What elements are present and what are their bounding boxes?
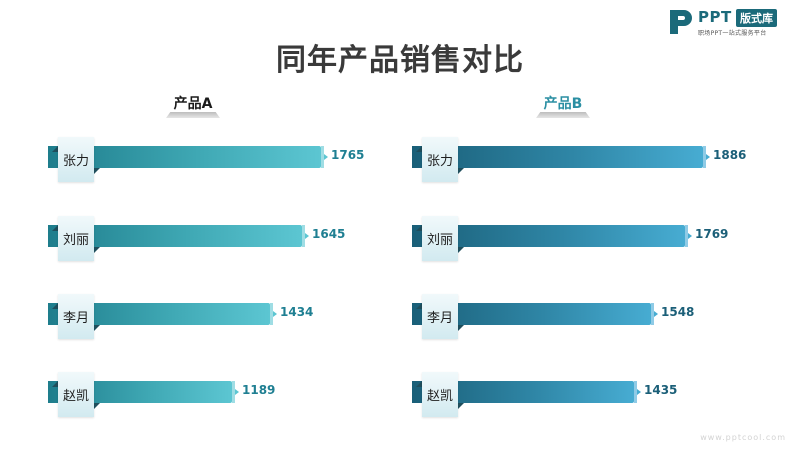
- bar-end-cap: [634, 381, 637, 403]
- value-label: 1189: [242, 383, 276, 397]
- bar-end-pointer: [637, 389, 641, 395]
- bar-end-pointer: [235, 389, 239, 395]
- bar-end-pointer: [305, 233, 309, 239]
- ribbon-fold: [52, 303, 58, 309]
- bar: [412, 225, 692, 247]
- tag-fold: [94, 403, 100, 409]
- ribbon-fold: [52, 225, 58, 231]
- ribbon-fold: [416, 303, 422, 309]
- bar-row: 张力 1765: [48, 137, 418, 197]
- tag-fold: [94, 325, 100, 331]
- bar: [48, 381, 239, 403]
- tag-fold: [458, 403, 464, 409]
- bar-end-pointer: [654, 311, 658, 317]
- tag-fold: [94, 247, 100, 253]
- chart-a-title: 产品A: [148, 95, 238, 113]
- ribbon-fold: [52, 381, 58, 387]
- value-label: 1886: [713, 148, 747, 162]
- bar: [48, 225, 309, 247]
- bar-end-pointer: [688, 233, 692, 239]
- bar: [48, 146, 328, 168]
- bar: [412, 381, 641, 403]
- bar-row: 赵凯 1189: [48, 372, 418, 432]
- tag-fold: [458, 247, 464, 253]
- value-label: 1548: [661, 305, 695, 319]
- bar-end-cap: [270, 303, 273, 325]
- bar-end-pointer: [324, 154, 328, 160]
- ribbon-fold: [416, 146, 422, 152]
- tag-fold: [458, 168, 464, 174]
- category-label: 李月: [58, 294, 94, 339]
- bar-row: 刘丽 1645: [48, 216, 418, 276]
- bar-end-pointer: [706, 154, 710, 160]
- category-label: 李月: [422, 294, 458, 339]
- value-label: 1645: [312, 227, 346, 241]
- ribbon-fold: [416, 381, 422, 387]
- bar: [48, 303, 277, 325]
- value-label: 1434: [280, 305, 314, 319]
- bar-end-cap: [651, 303, 654, 325]
- logo-brand-text: PPT: [698, 8, 732, 26]
- bar-end-pointer: [273, 311, 277, 317]
- category-label: 赵凯: [422, 372, 458, 417]
- bar-row: 刘丽 1769: [412, 216, 782, 276]
- logo-p-icon: [670, 10, 692, 34]
- category-label: 赵凯: [58, 372, 94, 417]
- bar: [412, 303, 658, 325]
- value-label: 1765: [331, 148, 365, 162]
- bar: [412, 146, 710, 168]
- ribbon-fold: [52, 146, 58, 152]
- category-label: 张力: [58, 137, 94, 182]
- chart-b-title-text: 产品B: [543, 96, 583, 112]
- tag-fold: [94, 168, 100, 174]
- bar-row: 李月 1434: [48, 294, 418, 354]
- bar-row: 赵凯 1435: [412, 372, 782, 432]
- bar-row: 张力 1886: [412, 137, 782, 197]
- brand-logo: PPT 版式库 职场PPT一站式服务平台: [668, 7, 788, 39]
- bar-end-cap: [321, 146, 324, 168]
- ribbon-fold: [416, 225, 422, 231]
- bar-end-cap: [232, 381, 235, 403]
- bar-end-cap: [685, 225, 688, 247]
- value-label: 1435: [644, 383, 678, 397]
- logo-badge: 版式库: [736, 9, 777, 27]
- page-title: 同年产品销售对比: [276, 43, 524, 78]
- value-label: 1769: [695, 227, 729, 241]
- category-label: 张力: [422, 137, 458, 182]
- bar-end-cap: [302, 225, 305, 247]
- tag-fold: [458, 325, 464, 331]
- category-label: 刘丽: [422, 216, 458, 261]
- chart-a-title-text: 产品A: [173, 96, 213, 112]
- category-label: 刘丽: [58, 216, 94, 261]
- bar-end-cap: [703, 146, 706, 168]
- chart-b-title: 产品B: [518, 95, 608, 113]
- logo-tagline: 职场PPT一站式服务平台: [698, 30, 767, 37]
- bar-row: 李月 1548: [412, 294, 782, 354]
- watermark: www.pptcool.com: [700, 433, 786, 442]
